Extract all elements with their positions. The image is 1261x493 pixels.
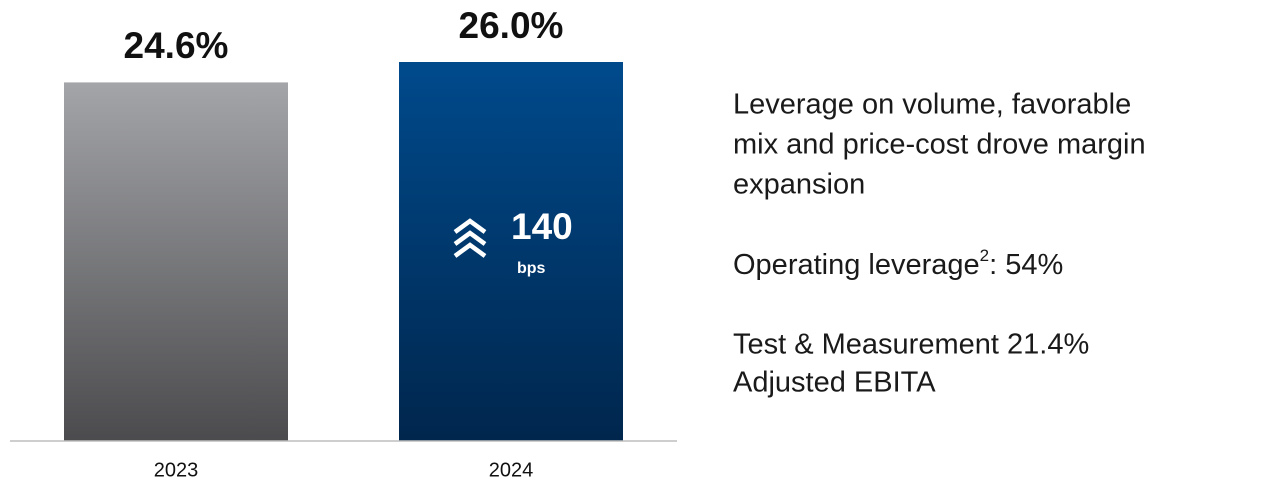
value-label: 26.0% [459, 5, 564, 46]
x-tick-label: 2024 [489, 459, 534, 481]
note-line: Operating leverage2: 54% [733, 246, 1063, 280]
note-line: Leverage on volume, favorable [733, 89, 1131, 121]
bar [399, 62, 623, 441]
chevron-icon [453, 218, 487, 258]
annotation-value: 140 [511, 206, 573, 247]
note-line: Test & Measurement 21.4% [733, 329, 1089, 361]
value-label: 24.6% [124, 25, 229, 66]
annotation: 140 bps [453, 206, 573, 277]
note-text: Operating leverage [733, 249, 980, 281]
notes: Leverage on volume, favorable mix and pr… [733, 89, 1146, 399]
bar [64, 82, 288, 442]
annotation-unit: bps [517, 260, 546, 277]
note-line: expansion [733, 169, 865, 201]
x-tick-label: 2023 [154, 459, 199, 481]
note-line: Adjusted EBITA [733, 367, 936, 399]
superscript: 2 [980, 246, 989, 265]
note-line: mix and price-cost drove margin [733, 129, 1146, 161]
note-text: : 54% [989, 249, 1063, 281]
